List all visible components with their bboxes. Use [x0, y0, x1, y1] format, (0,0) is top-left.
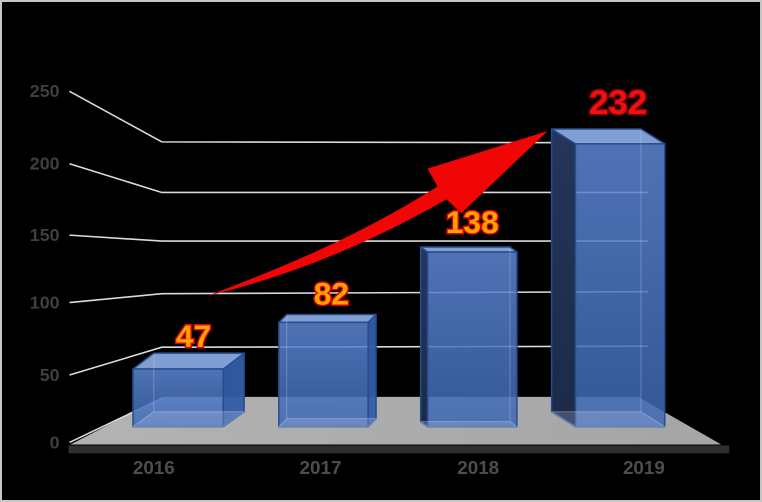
y-axis-labels: 250 200 150 100 50 0 — [30, 81, 60, 452]
bar-2019-front-face — [574, 143, 666, 428]
bar-2018-front-face — [426, 251, 518, 428]
x-label-2019: 2019 — [623, 457, 665, 478]
gridline-150 — [69, 234, 648, 242]
bar-2019 — [550, 128, 666, 428]
bar-2017-inner-bottom-edge — [278, 418, 377, 428]
gridline-200 — [69, 162, 648, 194]
y-tick-label-250: 250 — [30, 81, 60, 101]
data-label-2016: 47 — [176, 318, 211, 354]
y-tick-label-50: 50 — [40, 365, 60, 385]
y-tick-label-100: 100 — [30, 293, 60, 313]
bar-2017-front-face — [278, 321, 369, 428]
bar-2019-side-face — [550, 128, 577, 428]
x-label-2016: 2016 — [133, 457, 175, 478]
bar-2018 — [419, 246, 518, 428]
bar-2016 — [132, 352, 245, 428]
bar-2017-top-face — [278, 313, 377, 324]
bar-2016-front-face — [132, 368, 225, 428]
bar-2016-top-face — [132, 352, 245, 370]
bar-2016-inner-bottom-edge — [132, 411, 245, 428]
bar-2017 — [278, 313, 377, 428]
y-tick-label-0: 0 — [50, 432, 60, 452]
trend-arrow — [208, 130, 548, 296]
data-label-2017: 82 — [314, 276, 349, 312]
bar-2019-inner-bottom-edge — [551, 411, 666, 428]
bar-2018-inner-bottom-edge — [420, 421, 518, 428]
bar-2017-side-face — [367, 313, 377, 428]
data-label-2018: 138 — [446, 204, 499, 240]
gridline-250 — [69, 90, 648, 144]
x-label-2018: 2018 — [457, 457, 499, 478]
y-tick-label-200: 200 — [30, 154, 60, 174]
x-label-2017: 2017 — [300, 457, 342, 478]
y-tick-label-150: 150 — [30, 225, 60, 245]
data-labels: 47 82 138 232 — [174, 83, 648, 356]
bar-2018-side-face — [419, 246, 429, 428]
x-axis-labels: 2016 2017 2018 2019 — [133, 457, 665, 478]
data-label-2019: 232 — [589, 84, 647, 122]
